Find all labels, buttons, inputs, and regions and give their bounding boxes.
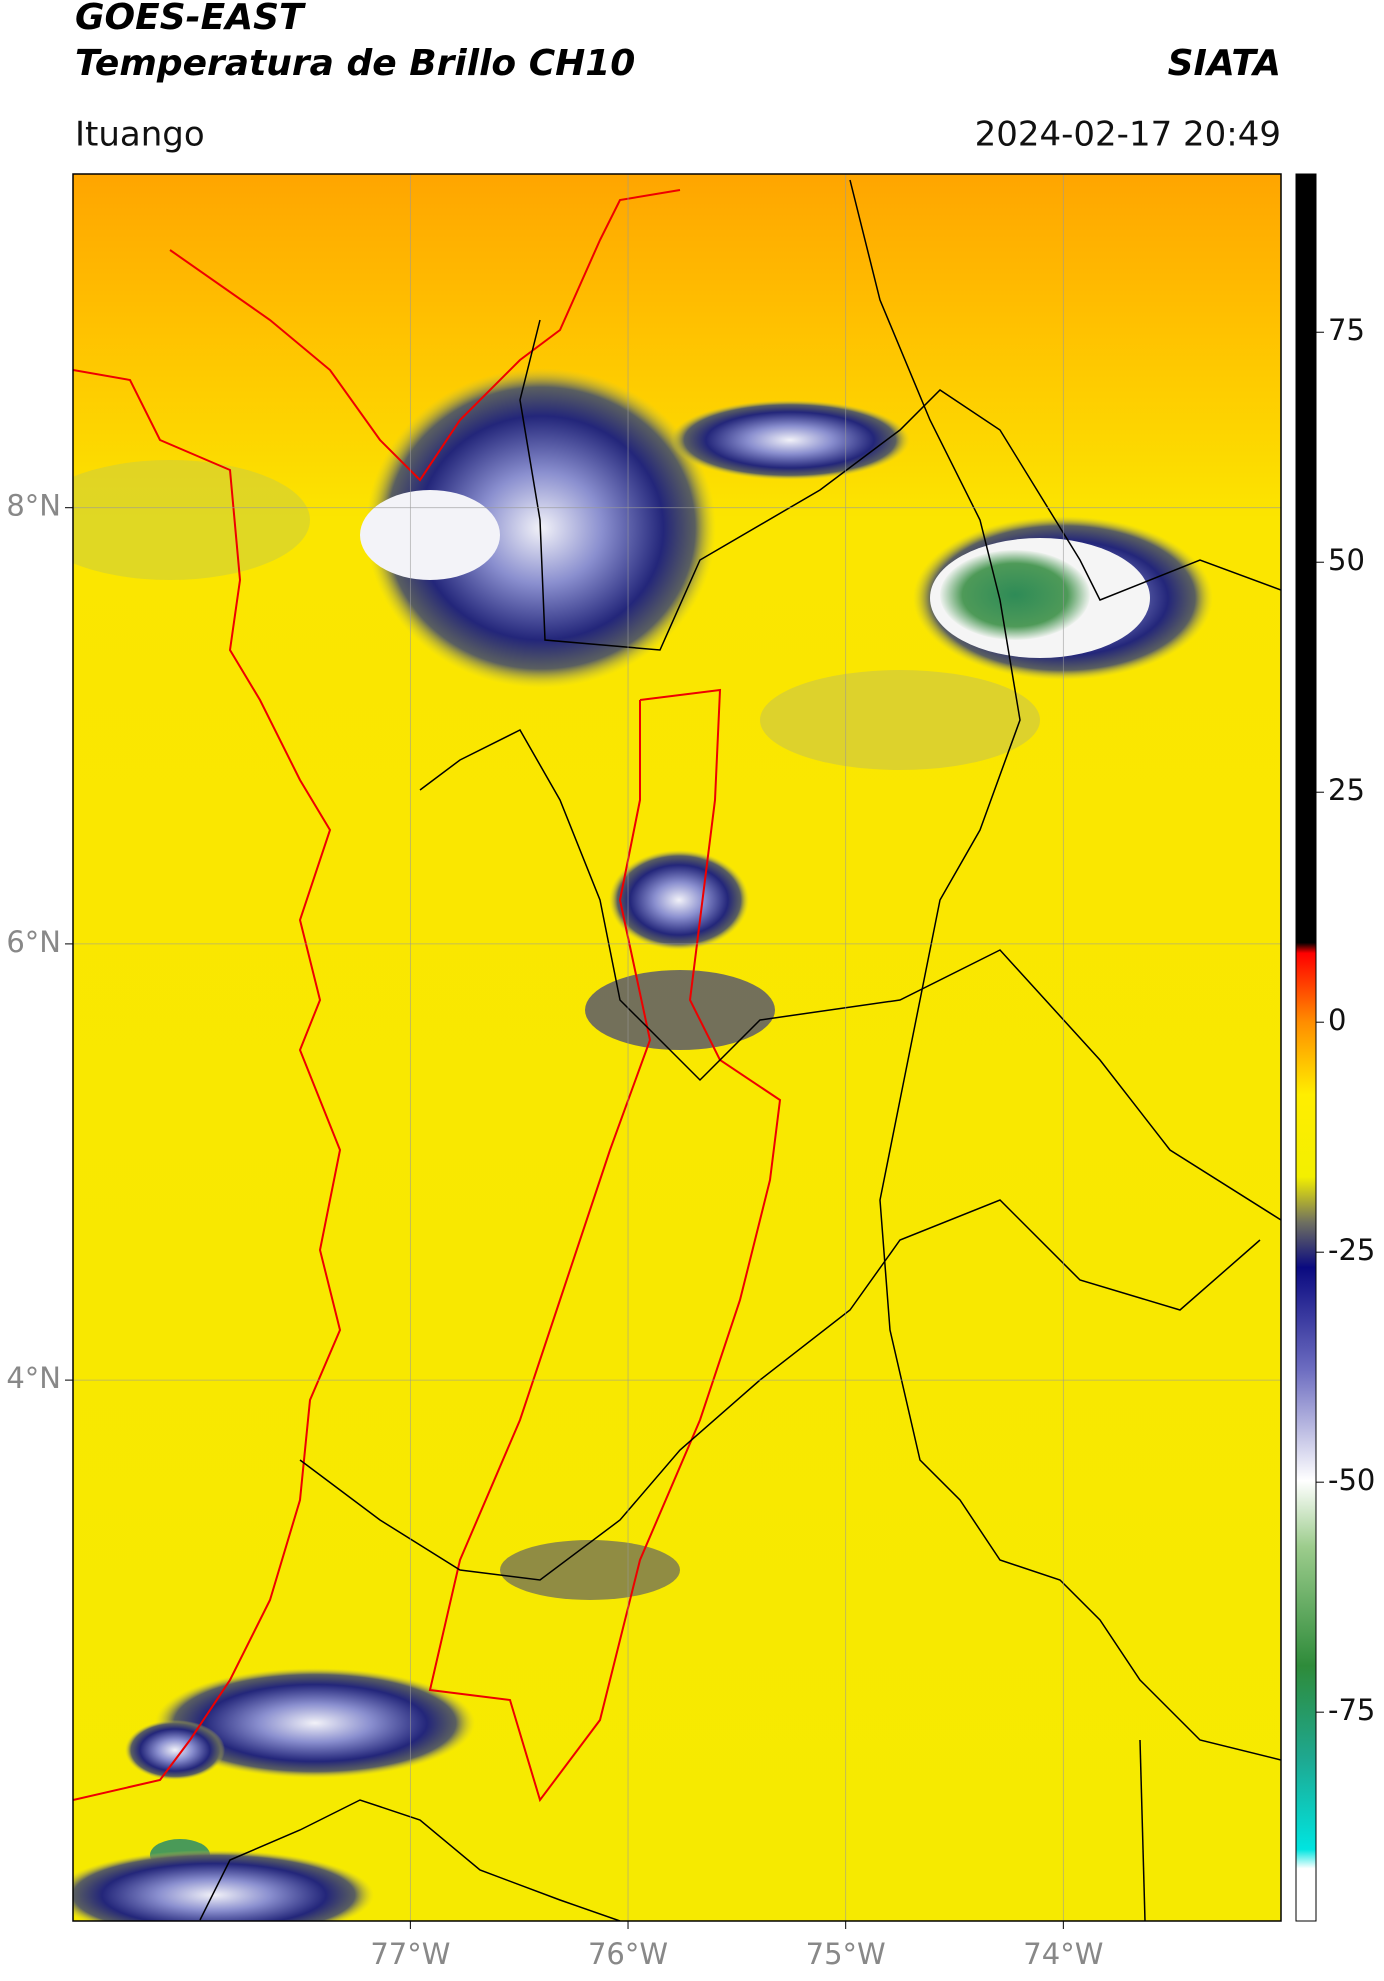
- map-frame: [72, 173, 1282, 1922]
- colorbar: [1295, 173, 1317, 1922]
- colorbar-label: -75: [1328, 1693, 1375, 1727]
- y-tick-label: 6°N: [6, 925, 61, 959]
- colorbar-label: -50: [1328, 1463, 1375, 1497]
- colorbar-label: 75: [1328, 313, 1365, 347]
- colorbar-label: 50: [1328, 543, 1365, 577]
- x-tick-label: 75°W: [806, 1937, 886, 1971]
- location: Ituango: [75, 115, 205, 155]
- title: GOES-EAST: [75, 0, 306, 38]
- subtitle: Temperatura de Brillo CH10: [75, 43, 635, 84]
- y-tick-label: 4°N: [6, 1361, 61, 1395]
- x-tick-label: 77°W: [370, 1937, 450, 1971]
- source: SIATA: [1168, 43, 1281, 84]
- datetime: 2024-02-17 20:49: [975, 115, 1281, 155]
- colorbar-label: -25: [1328, 1233, 1375, 1267]
- x-tick-label: 74°W: [1023, 1937, 1103, 1971]
- colorbar-label: 0: [1328, 1003, 1346, 1037]
- grid: [73, 174, 1281, 1921]
- x-tick-label: 76°W: [588, 1937, 668, 1971]
- map-image: [73, 174, 1281, 1921]
- colorbar-label: 25: [1328, 773, 1365, 807]
- y-tick-label: 8°N: [6, 489, 61, 523]
